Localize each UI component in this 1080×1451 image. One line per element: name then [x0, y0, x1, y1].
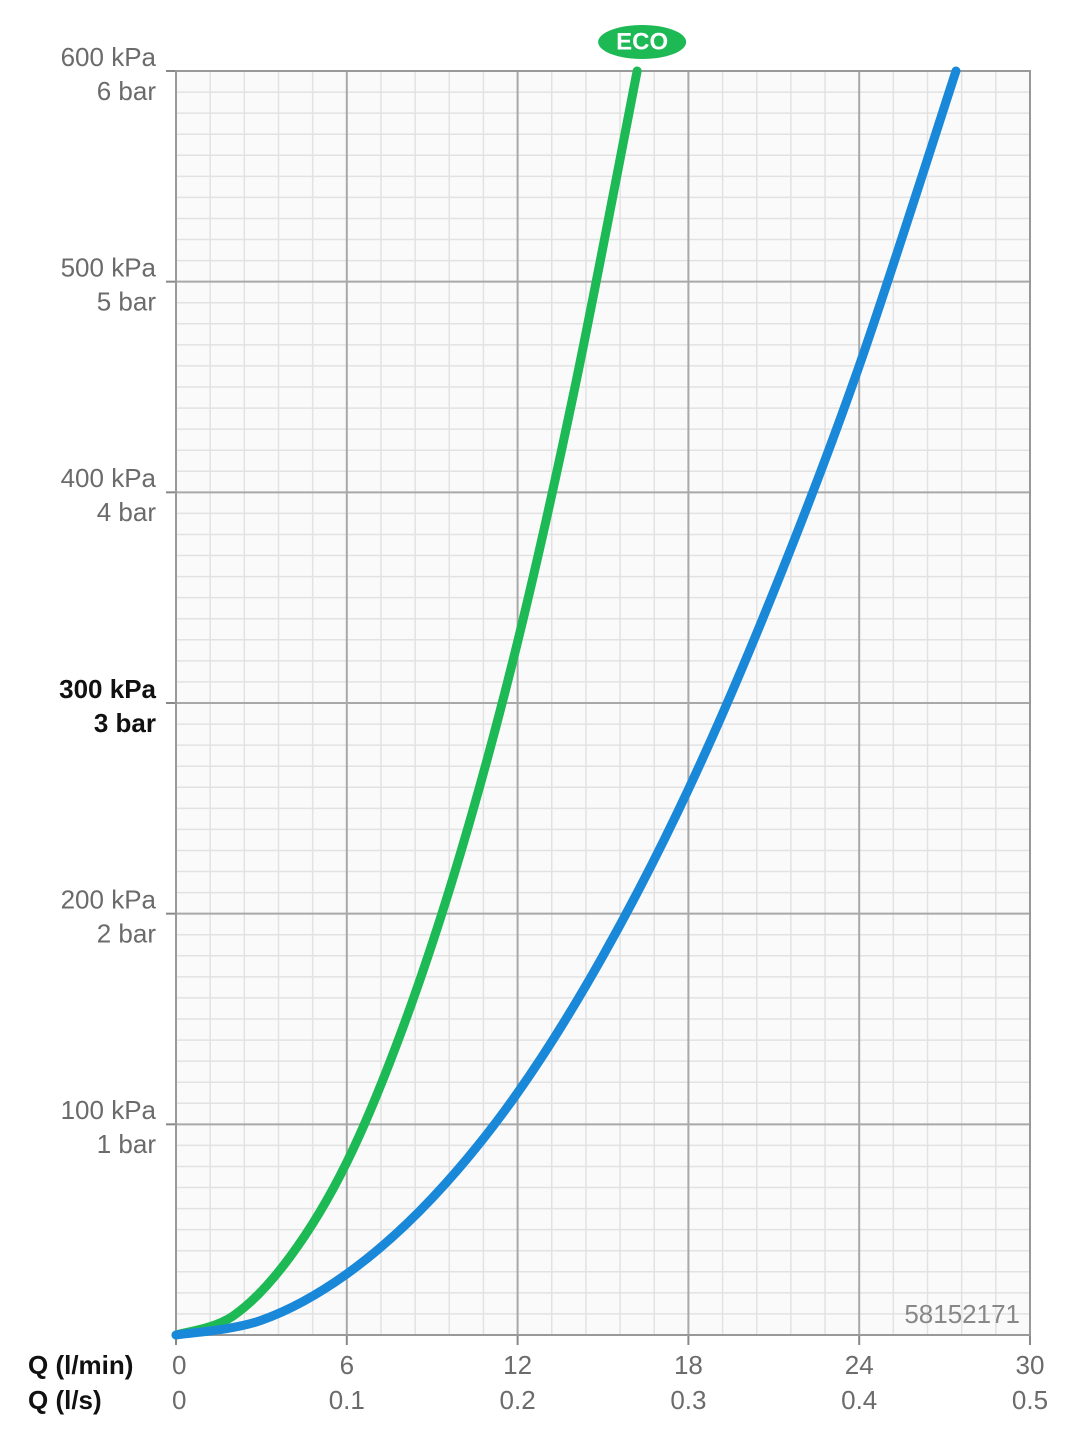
x2-tick-label: 0.4	[841, 1385, 877, 1415]
x-tick-label: 12	[503, 1350, 532, 1380]
x2-tick-label: 0.3	[670, 1385, 706, 1415]
x-tick-label: 18	[674, 1350, 703, 1380]
x2-tick-label: 0.2	[500, 1385, 536, 1415]
x2-tick-label: 0	[172, 1385, 186, 1415]
y-tick-label: 400 kPa	[61, 463, 157, 493]
annotation: 58152171	[904, 1299, 1020, 1329]
x2-tick-label: 0.1	[329, 1385, 365, 1415]
x-tick-label: 6	[340, 1350, 354, 1380]
y-tick-label-bar: 4 bar	[97, 497, 157, 527]
y-tick-label: 600 kPa	[61, 42, 157, 72]
series-line	[171, 66, 642, 1340]
x2-tick-label: 0.5	[1012, 1385, 1048, 1415]
x-axis-label: Q (l/min)	[28, 1350, 133, 1380]
y-tick-label-bar: 2 bar	[97, 919, 157, 949]
legend-badge	[598, 25, 687, 59]
y-tick-label-bar: 5 bar	[97, 287, 157, 317]
y-tick-label-bar: 6 bar	[97, 76, 157, 106]
y-tick-label-bar: 3 bar	[94, 708, 156, 738]
x-tick-label: 0	[172, 1350, 186, 1380]
y-tick-label: 100 kPa	[61, 1095, 157, 1125]
x-tick-label: 24	[845, 1350, 874, 1380]
x-tick-label: 30	[1016, 1350, 1045, 1380]
x2-axis-label: Q (l/s)	[28, 1385, 102, 1415]
series-line	[171, 66, 961, 1340]
y-tick-label: 500 kPa	[61, 253, 157, 283]
legend-label: ECO	[616, 28, 668, 55]
plot-frame	[175, 70, 1031, 1336]
y-tick-label: 300 kPa	[59, 674, 156, 704]
y-tick-label-bar: 1 bar	[97, 1129, 157, 1159]
y-tick-label: 200 kPa	[61, 885, 157, 915]
